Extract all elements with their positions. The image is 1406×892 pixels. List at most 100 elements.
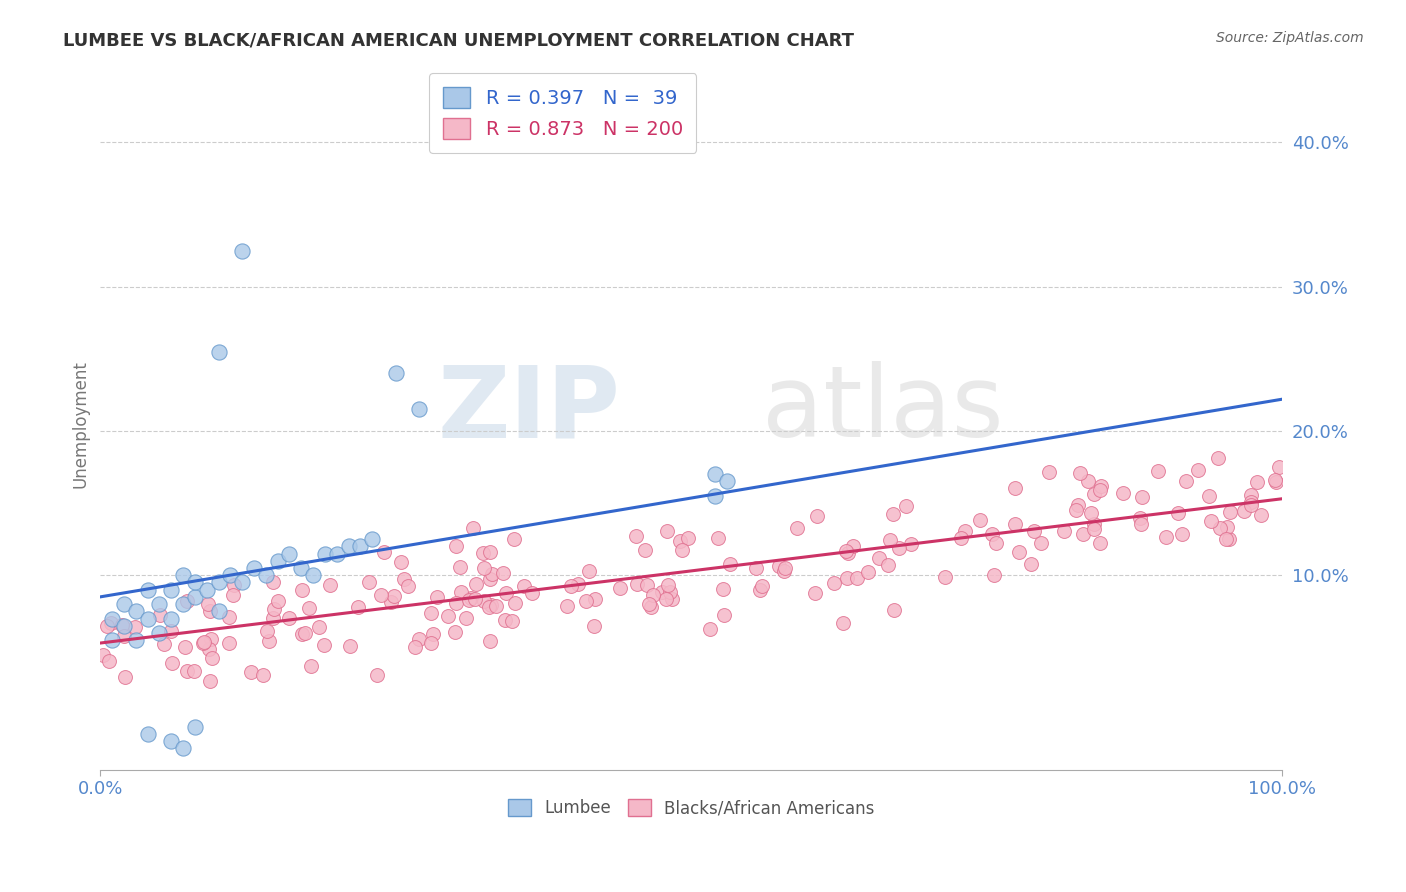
- Point: [464, 591, 486, 606]
- Point: [1167, 506, 1189, 520]
- Point: [804, 586, 827, 600]
- Point: [707, 531, 730, 545]
- Point: [101, 611, 124, 625]
- Point: [1090, 483, 1112, 498]
- Point: [1264, 473, 1286, 487]
- Point: [773, 564, 796, 578]
- Point: [474, 561, 496, 575]
- Point: [1209, 521, 1232, 535]
- Text: Source: ZipAtlas.com: Source: ZipAtlas.com: [1216, 31, 1364, 45]
- Point: [201, 651, 224, 665]
- Point: [124, 620, 146, 634]
- Point: [1264, 475, 1286, 489]
- Point: [408, 632, 430, 646]
- Point: [481, 566, 503, 581]
- Point: [1083, 523, 1105, 537]
- Point: [1239, 494, 1261, 508]
- Point: [1240, 487, 1263, 501]
- Point: [243, 561, 266, 575]
- Point: [713, 582, 735, 597]
- Point: [478, 600, 501, 615]
- Point: [472, 594, 495, 608]
- Point: [1187, 463, 1209, 477]
- Point: [256, 624, 278, 638]
- Point: [193, 634, 215, 648]
- Point: [1199, 514, 1222, 528]
- Point: [1129, 511, 1152, 525]
- Text: LUMBEE VS BLACK/AFRICAN AMERICAN UNEMPLOYMENT CORRELATION CHART: LUMBEE VS BLACK/AFRICAN AMERICAN UNEMPLO…: [63, 31, 855, 49]
- Point: [100, 616, 122, 631]
- Point: [294, 626, 316, 640]
- Point: [96, 618, 118, 632]
- Point: [184, 720, 207, 734]
- Point: [1008, 545, 1031, 559]
- Point: [900, 536, 922, 550]
- Point: [703, 467, 725, 482]
- Point: [654, 592, 676, 607]
- Text: ZIP: ZIP: [437, 361, 620, 458]
- Point: [207, 575, 229, 590]
- Point: [198, 642, 221, 657]
- Point: [373, 545, 395, 559]
- Point: [1090, 479, 1112, 493]
- Point: [349, 540, 371, 554]
- Point: [1215, 533, 1237, 547]
- Point: [868, 550, 890, 565]
- Point: [626, 576, 648, 591]
- Y-axis label: Unemployment: Unemployment: [72, 359, 89, 488]
- Point: [361, 532, 384, 546]
- Point: [858, 565, 880, 579]
- Point: [1219, 504, 1241, 518]
- Point: [136, 582, 159, 597]
- Point: [207, 344, 229, 359]
- Point: [465, 577, 488, 591]
- Point: [575, 594, 598, 608]
- Point: [842, 539, 865, 553]
- Point: [1130, 490, 1153, 504]
- Point: [198, 674, 221, 689]
- Point: [93, 648, 115, 662]
- Point: [160, 582, 183, 597]
- Point: [291, 626, 314, 640]
- Point: [1216, 519, 1239, 533]
- Point: [125, 604, 148, 618]
- Point: [969, 513, 991, 527]
- Point: [835, 543, 858, 558]
- Point: [624, 529, 647, 543]
- Point: [370, 588, 392, 602]
- Point: [172, 597, 194, 611]
- Point: [716, 475, 738, 489]
- Point: [458, 593, 481, 607]
- Point: [278, 547, 301, 561]
- Point: [231, 244, 253, 258]
- Point: [1233, 504, 1256, 518]
- Legend: Lumbee, Blacks/African Americans: Lumbee, Blacks/African Americans: [501, 792, 882, 824]
- Point: [671, 542, 693, 557]
- Point: [485, 599, 508, 614]
- Point: [337, 540, 360, 554]
- Point: [502, 532, 524, 546]
- Point: [1029, 536, 1052, 550]
- Point: [718, 558, 741, 572]
- Point: [773, 560, 796, 574]
- Point: [162, 657, 184, 671]
- Point: [512, 579, 534, 593]
- Point: [385, 366, 408, 380]
- Point: [491, 566, 513, 580]
- Point: [200, 632, 222, 646]
- Point: [347, 600, 370, 615]
- Point: [1073, 527, 1095, 541]
- Point: [222, 578, 245, 592]
- Point: [136, 611, 159, 625]
- Point: [422, 627, 444, 641]
- Point: [218, 610, 240, 624]
- Point: [950, 532, 973, 546]
- Point: [636, 578, 658, 592]
- Point: [426, 591, 449, 605]
- Point: [172, 741, 194, 756]
- Point: [339, 639, 361, 653]
- Point: [1250, 508, 1272, 522]
- Point: [444, 539, 467, 553]
- Point: [262, 610, 284, 624]
- Point: [218, 636, 240, 650]
